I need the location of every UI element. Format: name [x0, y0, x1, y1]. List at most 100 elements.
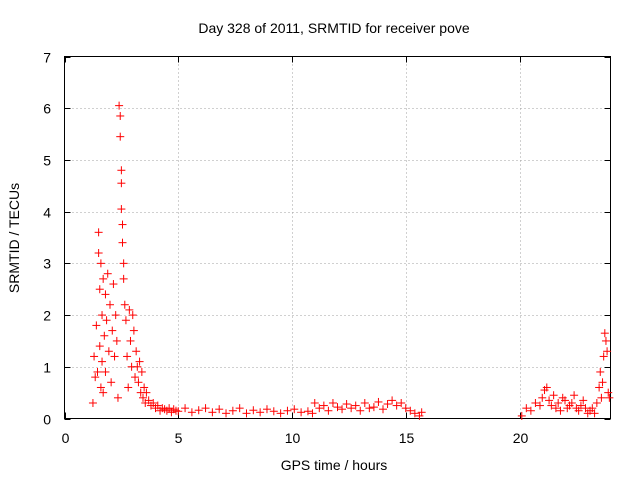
data-point — [603, 347, 612, 356]
data-point — [99, 388, 108, 397]
data-point — [125, 305, 134, 314]
x-tick-label: 10 — [285, 430, 301, 446]
data-point — [542, 383, 551, 392]
data-point — [181, 404, 190, 413]
data-point — [113, 393, 122, 402]
data-point — [595, 383, 604, 392]
data-point — [92, 321, 101, 330]
data-point — [88, 398, 97, 407]
data-point — [228, 406, 237, 415]
data-point — [319, 401, 328, 410]
data-point — [269, 407, 278, 416]
data-point — [103, 269, 112, 278]
data-point — [95, 285, 104, 294]
data-point — [222, 409, 231, 418]
data-point — [137, 367, 146, 376]
data-point — [96, 383, 105, 392]
data-point — [242, 409, 251, 418]
data-point — [121, 316, 130, 325]
data-point — [110, 352, 119, 361]
data-point — [315, 404, 324, 413]
data-point — [262, 405, 271, 414]
data-point — [235, 404, 244, 413]
data-point — [579, 396, 588, 405]
data-point — [134, 378, 143, 387]
data-point — [256, 408, 265, 417]
data-point — [144, 396, 153, 405]
data-point — [328, 398, 337, 407]
data-point — [576, 401, 585, 410]
ticks: 0 1 2 3 4 5 6 7 0 5 10 15 20 — [43, 50, 611, 446]
data-point — [333, 403, 342, 412]
data-point — [119, 274, 128, 283]
data-point — [526, 406, 535, 415]
data-point — [174, 407, 183, 416]
data-point — [406, 406, 415, 415]
data-point — [517, 411, 526, 420]
data-point — [165, 404, 174, 413]
data-point — [208, 408, 217, 417]
data-point — [118, 220, 127, 229]
data-point — [131, 373, 140, 382]
data-point — [605, 393, 614, 402]
data-point — [93, 367, 102, 376]
data-point — [556, 406, 565, 415]
data-point — [142, 388, 151, 397]
plot-frame — [64, 56, 611, 419]
data-point — [118, 238, 127, 247]
data-point — [160, 405, 169, 414]
data-point — [574, 406, 583, 415]
data-point — [153, 401, 162, 410]
y-tick-label: 2 — [43, 308, 51, 324]
data-point — [531, 398, 540, 407]
data-point — [117, 166, 126, 175]
data-point — [90, 352, 99, 361]
y-tick-label: 4 — [43, 205, 51, 221]
data-point — [592, 398, 601, 407]
data-point — [94, 249, 103, 258]
x-axis-label: GPS time / hours — [281, 457, 388, 473]
data-point — [351, 401, 360, 410]
grid — [64, 56, 611, 419]
data-point — [102, 316, 111, 325]
data-point — [545, 396, 554, 405]
data-point — [116, 132, 125, 141]
data-point — [522, 404, 531, 413]
data-point — [581, 404, 590, 413]
data-point — [290, 405, 299, 414]
data-point — [303, 407, 312, 416]
data-point — [276, 409, 285, 418]
data-point — [600, 329, 609, 338]
data-point — [107, 378, 116, 387]
data-point — [383, 400, 392, 409]
data-point — [374, 397, 383, 406]
data-point — [124, 383, 133, 392]
data-point — [99, 274, 108, 283]
data-point — [138, 393, 147, 402]
data-point — [126, 336, 135, 345]
data-point — [570, 391, 579, 400]
data-point — [109, 280, 118, 289]
data-point — [115, 101, 124, 110]
data-point — [111, 311, 120, 320]
data-point — [538, 393, 547, 402]
data-point — [598, 378, 607, 387]
data-point — [338, 405, 347, 414]
data-point — [297, 408, 306, 417]
data-point — [101, 290, 110, 299]
data-point — [324, 406, 333, 415]
data-point — [108, 326, 117, 335]
y-tick-label: 3 — [43, 256, 51, 272]
data-point — [194, 406, 203, 415]
y-tick-label: 7 — [43, 50, 51, 66]
data-point — [117, 179, 126, 188]
data-point — [98, 357, 107, 366]
x-tick-label: 0 — [62, 430, 70, 446]
data-point — [149, 398, 158, 407]
y-tick-label: 0 — [43, 412, 51, 428]
x-tick-label: 15 — [399, 430, 415, 446]
data-point — [98, 311, 107, 320]
data-point — [95, 342, 104, 351]
data-point — [535, 401, 544, 410]
